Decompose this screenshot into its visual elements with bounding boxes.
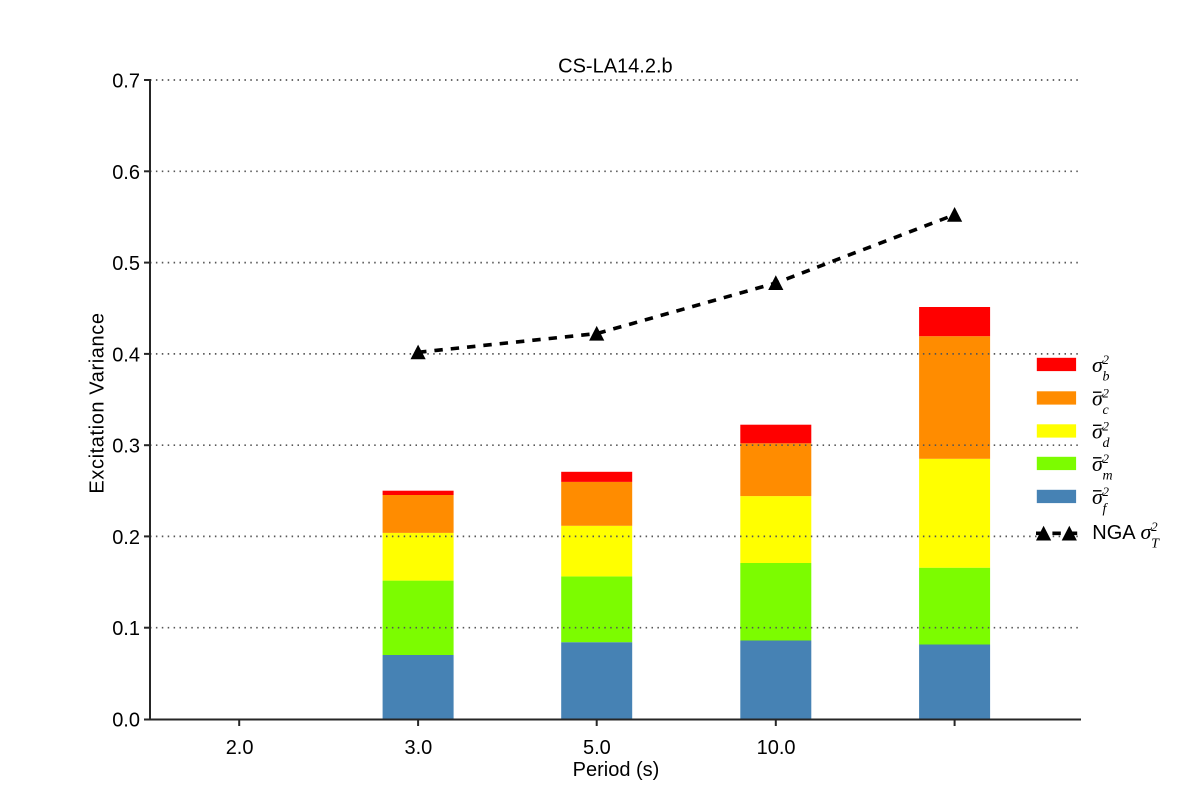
svg-text:b: b	[1103, 370, 1110, 385]
svg-text:σ: σ	[1092, 352, 1104, 377]
svg-text:2: 2	[1103, 418, 1110, 433]
svg-text:σ: σ	[1092, 451, 1104, 476]
svg-text:0.5: 0.5	[112, 253, 140, 275]
svg-text:0.0: 0.0	[112, 710, 140, 732]
svg-text:NGA: NGA	[1092, 522, 1136, 544]
svg-text:σ: σ	[1092, 385, 1104, 410]
svg-text:m: m	[1103, 468, 1113, 483]
svg-text:0.2: 0.2	[112, 527, 140, 549]
svg-text:CS-LA14.2.b: CS-LA14.2.b	[558, 56, 673, 78]
svg-text:2: 2	[1103, 451, 1110, 466]
svg-text:2: 2	[1103, 385, 1110, 400]
svg-text:d: d	[1103, 436, 1111, 451]
svg-text:2: 2	[1151, 519, 1158, 534]
svg-text:0.7: 0.7	[112, 71, 140, 93]
svg-text:3.0: 3.0	[404, 737, 432, 759]
svg-text:0.3: 0.3	[112, 436, 140, 458]
svg-text:5.0: 5.0	[583, 737, 611, 759]
svg-text:σ: σ	[1092, 484, 1104, 509]
svg-text:σ: σ	[1092, 418, 1104, 443]
svg-text:0.6: 0.6	[112, 162, 140, 184]
svg-text:2: 2	[1103, 352, 1110, 367]
svg-text:σ: σ	[1141, 519, 1153, 544]
svg-text:c: c	[1103, 403, 1110, 418]
svg-text:2: 2	[1103, 484, 1110, 499]
svg-text:T: T	[1151, 537, 1160, 552]
svg-text:Excitation Variance: Excitation Variance	[87, 312, 109, 493]
svg-text:2.0: 2.0	[226, 737, 254, 759]
svg-text:f: f	[1103, 501, 1109, 516]
svg-text:0.4: 0.4	[112, 344, 140, 366]
svg-text:Period (s): Period (s)	[573, 759, 660, 781]
svg-text:0.1: 0.1	[112, 618, 140, 640]
svg-text:10.0: 10.0	[757, 737, 796, 759]
